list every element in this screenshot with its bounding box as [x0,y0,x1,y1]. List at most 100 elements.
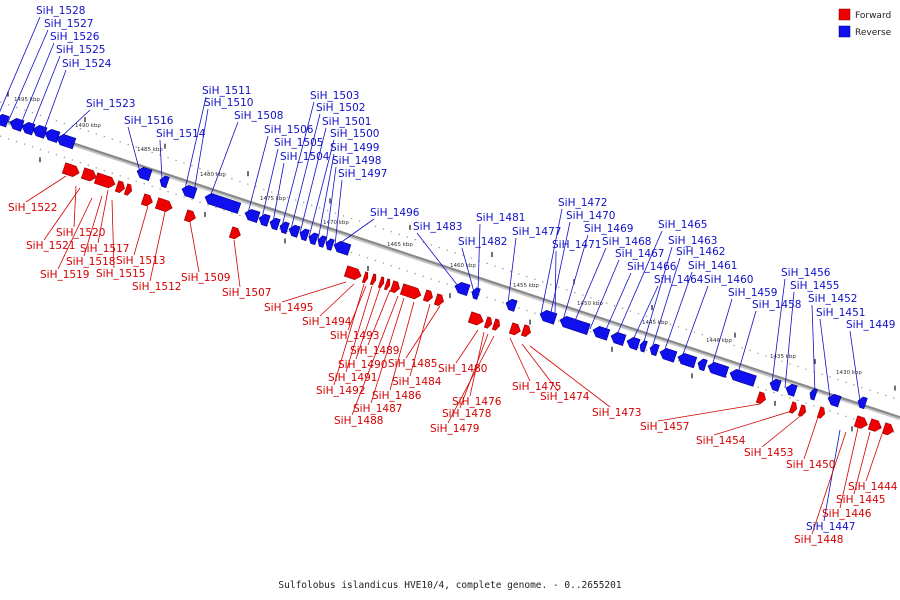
reverse-gene-arrow[interactable] [55,133,77,150]
gene-label-sih-1499[interactable]: SiH_1499 [330,142,379,154]
reverse-gene-arrow[interactable] [243,208,261,224]
forward-gene-arrow[interactable] [491,318,501,331]
reverse-gene-arrow[interactable] [316,235,327,248]
gene-label-sih-1450[interactable]: SiH_1450 [786,459,835,471]
reverse-gene-arrow[interactable] [470,287,481,300]
gene-label-sih-1493[interactable]: SiH_1493 [330,330,379,342]
forward-gene-arrow[interactable] [140,193,154,208]
forward-gene-arrow[interactable] [228,226,242,241]
reverse-gene-arrow[interactable] [203,192,242,214]
forward-gene-arrow[interactable] [114,180,126,194]
forward-gene-arrow[interactable] [93,172,116,190]
forward-gene-arrow[interactable] [343,265,363,281]
forward-gene-arrow[interactable] [389,280,401,294]
reverse-gene-arrow[interactable] [287,224,301,238]
gene-label-sih-1484[interactable]: SiH_1484 [392,376,442,388]
gene-label-sih-1522[interactable]: SiH_1522 [8,202,57,214]
reverse-gene-arrow[interactable] [625,336,641,351]
forward-gene-arrow[interactable] [369,273,377,286]
gene-label-sih-1515[interactable]: SiH_1515 [96,268,145,280]
reverse-gene-arrow[interactable] [135,166,153,182]
forward-gene-arrow[interactable] [755,391,767,405]
gene-label-sih-1480[interactable]: SiH_1480 [438,363,487,375]
gene-label-sih-1497[interactable]: SiH_1497 [338,168,387,180]
forward-gene-arrow[interactable] [123,183,133,196]
gene-label-sih-1526[interactable]: SiH_1526 [50,31,100,43]
gene-label-sih-1475[interactable]: SiH_1475 [512,381,561,393]
reverse-gene-arrow[interactable] [180,184,198,200]
gene-label-sih-1513[interactable]: SiH_1513 [116,255,165,267]
gene-label-sih-1467[interactable]: SiH_1467 [615,248,664,260]
gene-label-sih-1520[interactable]: SiH_1520 [56,227,105,239]
gene-label-sih-1492[interactable]: SiH_1492 [316,385,365,397]
gene-label-sih-1445[interactable]: SiH_1445 [836,494,885,506]
legend-item-reverse[interactable]: Reverse [838,25,892,38]
forward-gene-arrow[interactable] [467,311,485,327]
reverse-gene-arrow[interactable] [538,309,558,325]
gene-label-sih-1485[interactable]: SiH_1485 [388,358,437,370]
gene-label-sih-1464[interactable]: SiH_1464 [654,274,704,286]
gene-label-sih-1521[interactable]: SiH_1521 [26,240,75,252]
reverse-gene-arrow[interactable] [648,343,660,357]
gene-label-sih-1524[interactable]: SiH_1524 [62,58,112,70]
reverse-gene-arrow[interactable] [43,128,61,144]
gene-label-sih-1447[interactable]: SiH_1447 [806,521,855,533]
forward-gene-arrow[interactable] [361,271,369,284]
reverse-gene-arrow[interactable] [856,396,868,410]
gene-label-sih-1481[interactable]: SiH_1481 [476,212,525,224]
reverse-gene-arrow[interactable] [158,175,170,189]
gene-label-sih-1487[interactable]: SiH_1487 [353,403,402,415]
forward-gene-arrow[interactable] [853,415,869,430]
forward-gene-arrow[interactable] [867,418,883,433]
gene-label-sih-1496[interactable]: SiH_1496 [370,207,420,219]
gene-label-sih-1507[interactable]: SiH_1507 [222,287,271,299]
forward-gene-arrow[interactable] [80,167,98,183]
gene-label-sih-1454[interactable]: SiH_1454 [696,435,746,447]
gene-label-sih-1514[interactable]: SiH_1514 [156,128,206,140]
gene-label-sih-1465[interactable]: SiH_1465 [658,219,707,231]
gene-label-sih-1490[interactable]: SiH_1490 [338,359,387,371]
gene-label-sih-1502[interactable]: SiH_1502 [316,102,365,114]
gene-label-sih-1482[interactable]: SiH_1482 [458,236,507,248]
gene-label-sih-1509[interactable]: SiH_1509 [181,272,230,284]
gene-label-sih-1470[interactable]: SiH_1470 [566,210,615,222]
gene-label-sih-1449[interactable]: SiH_1449 [846,319,895,331]
reverse-gene-arrow[interactable] [706,361,730,378]
gene-label-sih-1495[interactable]: SiH_1495 [264,302,313,314]
gene-label-sih-1489[interactable]: SiH_1489 [350,345,399,357]
gene-label-sih-1446[interactable]: SiH_1446 [822,508,872,520]
gene-label-sih-1523[interactable]: SiH_1523 [86,98,135,110]
gene-label-sih-1528[interactable]: SiH_1528 [36,5,85,17]
forward-gene-arrow[interactable] [183,209,197,224]
reverse-gene-arrow[interactable] [609,331,627,347]
gene-label-sih-1453[interactable]: SiH_1453 [744,447,793,459]
gene-label-sih-1473[interactable]: SiH_1473 [592,407,641,419]
reverse-gene-arrow[interactable] [31,124,48,139]
gene-label-sih-1491[interactable]: SiH_1491 [328,372,377,384]
gene-label-sih-1517[interactable]: SiH_1517 [80,243,129,255]
gene-label-sih-1508[interactable]: SiH_1508 [234,110,283,122]
forward-gene-arrow[interactable] [788,401,798,414]
forward-gene-arrow[interactable] [797,404,807,417]
gene-label-sih-1463[interactable]: SiH_1463 [668,235,717,247]
gene-label-sih-1451[interactable]: SiH_1451 [816,307,865,319]
reverse-gene-arrow[interactable] [8,117,25,132]
reverse-gene-arrow[interactable] [453,281,471,297]
gene-label-sih-1506[interactable]: SiH_1506 [264,124,314,136]
reverse-gene-arrow[interactable] [298,228,310,242]
gene-label-sih-1512[interactable]: SiH_1512 [132,281,181,293]
gene-label-sih-1469[interactable]: SiH_1469 [584,223,633,235]
forward-gene-arrow[interactable] [508,322,522,337]
forward-gene-arrow[interactable] [881,422,895,437]
reverse-gene-arrow[interactable] [676,352,698,369]
gene-label-sih-1478[interactable]: SiH_1478 [442,408,491,420]
forward-gene-arrow[interactable] [377,276,385,289]
reverse-gene-arrow[interactable] [728,368,757,387]
gene-label-sih-1474[interactable]: SiH_1474 [540,391,590,403]
forward-gene-arrow[interactable] [520,324,532,338]
gene-label-sih-1527[interactable]: SiH_1527 [44,18,93,30]
gene-label-sih-1510[interactable]: SiH_1510 [204,97,253,109]
gene-label-sih-1448[interactable]: SiH_1448 [794,534,843,546]
gene-label-sih-1511[interactable]: SiH_1511 [202,85,251,97]
forward-gene-arrow[interactable] [61,162,81,178]
